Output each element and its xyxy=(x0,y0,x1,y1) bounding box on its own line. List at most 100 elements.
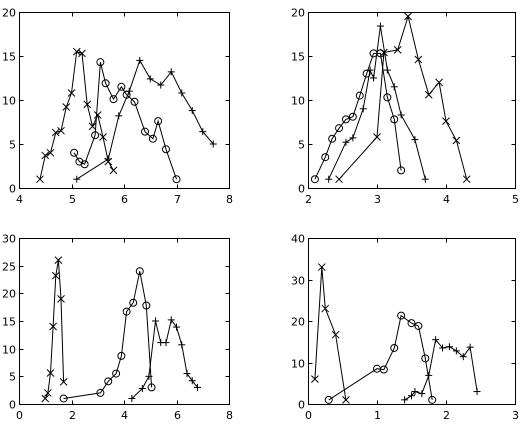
data-point-circle xyxy=(96,388,105,397)
data-point-plus xyxy=(157,81,165,89)
y-tick-label: 5 xyxy=(9,371,16,384)
chart-panel-bottom-left: 0 2 4 6 8 0 5 10 15 20 25 30 xyxy=(2,233,233,423)
data-point-plus xyxy=(439,344,447,352)
data-point-circle xyxy=(414,321,423,330)
data-point-plus xyxy=(473,388,481,396)
series-line-o xyxy=(63,271,153,399)
data-point-plus xyxy=(73,175,81,183)
data-point-plus xyxy=(145,372,153,380)
data-point-circle xyxy=(172,175,181,184)
data-point-cross xyxy=(67,89,76,97)
data-point-circle xyxy=(321,153,330,162)
y-tick-label: 10 xyxy=(291,358,305,371)
data-point-cross xyxy=(57,295,65,303)
y-tick-label: 0 xyxy=(298,399,305,412)
data-point-plus xyxy=(136,56,144,64)
x-tick-label: 6 xyxy=(121,193,128,206)
data-point-plus xyxy=(128,394,136,402)
data-point-cross xyxy=(424,90,433,99)
data-point-circle xyxy=(397,311,406,320)
data-point-plus xyxy=(411,388,419,396)
data-point-circle xyxy=(390,115,399,124)
y-tick-label: 10 xyxy=(2,95,16,108)
y-tick-label: 30 xyxy=(2,233,16,246)
data-point-plus xyxy=(178,341,186,349)
data-point-cross xyxy=(41,394,50,403)
data-point-circle xyxy=(129,298,138,307)
data-point-plus xyxy=(183,370,191,378)
data-point-plus xyxy=(425,371,433,379)
x-tick-label: 0 xyxy=(305,409,312,422)
data-point-circle xyxy=(142,301,151,310)
data-point-plus xyxy=(445,343,453,351)
data-point-plus xyxy=(162,339,170,347)
x-tick-label: 8 xyxy=(226,409,233,422)
plot-area xyxy=(308,238,516,405)
data-point-plus xyxy=(152,317,159,325)
data-point-cross xyxy=(93,111,102,119)
x-tick-label: 5 xyxy=(69,193,76,206)
x-tick-label: 1 xyxy=(374,409,381,422)
data-point-circle xyxy=(70,148,79,157)
data-point-plus xyxy=(178,89,186,97)
data-point-plus xyxy=(146,75,154,83)
data-point-plus xyxy=(209,140,217,148)
data-point-cross xyxy=(54,256,63,264)
y-tick-label: 15 xyxy=(2,51,16,64)
data-point-cross xyxy=(452,136,461,145)
data-point-plus xyxy=(397,111,405,119)
data-point-plus xyxy=(125,87,133,95)
y-tick-label: 40 xyxy=(291,233,305,246)
y-tick-label: 10 xyxy=(291,95,305,108)
y-tick-label: 20 xyxy=(2,288,16,301)
data-point-plus xyxy=(167,316,175,324)
y-tick-label: 0 xyxy=(9,399,16,412)
y-tick-label: 20 xyxy=(291,316,305,329)
y-tick-label: 20 xyxy=(291,7,305,20)
data-point-plus xyxy=(167,68,175,76)
data-point-circle xyxy=(148,134,157,143)
series-line-o xyxy=(73,62,177,180)
data-point-circle xyxy=(310,175,319,184)
x-tick-label: 4 xyxy=(443,193,450,206)
data-point-cross xyxy=(88,122,97,131)
y-tick-label: 5 xyxy=(298,139,305,152)
x-tick-label: 3 xyxy=(374,193,381,206)
data-point-cross xyxy=(331,330,340,339)
x-tick-label: 3 xyxy=(512,409,519,422)
data-point-cross xyxy=(442,117,450,125)
data-point-cross xyxy=(342,395,350,404)
series-line-o xyxy=(328,314,433,401)
data-point-circle xyxy=(324,395,333,404)
series-line-o xyxy=(314,52,402,180)
data-point-plus xyxy=(421,175,429,183)
data-point-cross xyxy=(36,175,44,184)
data-point-cross xyxy=(46,369,55,377)
y-tick-label: 5 xyxy=(9,139,16,152)
data-point-cross xyxy=(317,263,326,271)
data-point-plus xyxy=(138,385,146,393)
y-tick-label: 0 xyxy=(298,183,305,196)
chart-panel-top-right: 2 3 4 5 0 5 10 15 20 xyxy=(291,7,519,207)
x-tick-label: 0 xyxy=(16,409,23,422)
x-tick-label: 7 xyxy=(174,193,181,206)
series-line-+ xyxy=(76,59,214,180)
data-point-circle xyxy=(328,134,337,143)
y-tick-label: 20 xyxy=(2,7,16,20)
data-point-circle xyxy=(117,82,126,91)
data-point-plus xyxy=(173,323,180,331)
series-line-+ xyxy=(328,26,426,180)
x-tick-label: 4 xyxy=(16,193,23,206)
data-point-circle xyxy=(101,79,110,88)
data-point-circle xyxy=(421,354,430,363)
data-point-cross xyxy=(41,151,50,160)
data-point-plus xyxy=(466,343,474,351)
data-point-cross xyxy=(44,389,52,397)
data-point-circle xyxy=(390,343,399,352)
data-point-plus xyxy=(459,353,467,361)
data-point-cross xyxy=(62,103,71,111)
series-line-+ xyxy=(404,338,478,401)
data-point-plus xyxy=(452,347,460,355)
